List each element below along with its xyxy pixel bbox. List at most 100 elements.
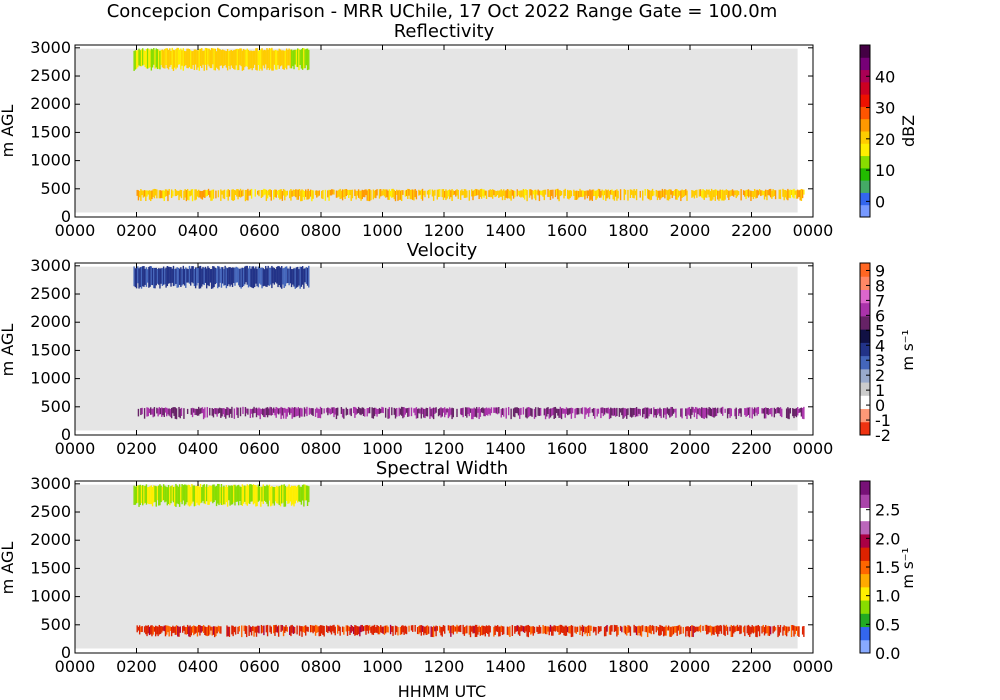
echo-column (386, 625, 388, 633)
echo-column (163, 190, 165, 202)
colorbar-label: dBZ (899, 115, 918, 147)
echo-column (367, 408, 370, 414)
echo-column (308, 407, 311, 415)
echo-column (287, 407, 290, 413)
echo-column (172, 625, 174, 634)
echo-column (352, 406, 355, 414)
colorbar-tick-label: 2.0 (875, 529, 900, 548)
echo-column (174, 268, 176, 286)
echo-column (729, 626, 731, 632)
echo-column (739, 625, 741, 635)
echo-column (649, 190, 651, 201)
echo-column (139, 50, 141, 67)
echo-column (282, 268, 284, 285)
echo-column (218, 407, 221, 414)
echo-column (589, 625, 591, 636)
echo-column (158, 190, 161, 199)
echo-column (288, 268, 290, 286)
echo-column (505, 407, 507, 419)
echo-column (532, 626, 534, 636)
echo-column (714, 407, 716, 417)
echo-column (694, 626, 697, 633)
echo-column (462, 191, 464, 196)
echo-column (303, 190, 306, 200)
echo-column (598, 189, 601, 198)
echo-column (218, 484, 220, 506)
echo-column (206, 407, 209, 418)
echo-column (343, 626, 345, 635)
echo-column (792, 408, 794, 417)
echo-column (571, 625, 574, 637)
echo-column (528, 625, 531, 633)
echo-column (262, 50, 264, 66)
echo-column (667, 408, 670, 416)
echo-column (197, 50, 199, 68)
echo-column (207, 266, 209, 286)
colorbar-segment (860, 167, 870, 181)
echo-column (249, 484, 251, 504)
echo-column (420, 407, 423, 419)
echo-column (183, 484, 186, 506)
echo-column (364, 625, 366, 631)
echo-column (432, 407, 435, 420)
echo-column (200, 625, 202, 633)
echo-column (650, 408, 653, 415)
echo-column (175, 625, 178, 635)
echo-column (614, 625, 617, 632)
echo-column (717, 625, 719, 637)
colorbar-segment (860, 57, 870, 71)
echo-column (464, 626, 467, 634)
echo-column (185, 267, 187, 288)
echo-column (160, 49, 162, 66)
echo-column (300, 626, 302, 632)
echo-column (619, 189, 622, 201)
x-tick-label: 0000 (55, 657, 96, 676)
echo-column (587, 625, 590, 634)
echo-column (256, 268, 258, 287)
echo-column (725, 189, 728, 195)
echo-column (398, 407, 400, 417)
echo-column (303, 484, 305, 507)
echo-column (480, 625, 483, 635)
echo-column (223, 408, 226, 417)
echo-column (761, 408, 763, 414)
echo-column (159, 408, 162, 415)
echo-column (704, 190, 707, 198)
echo-column (290, 408, 292, 414)
echo-column (650, 190, 653, 200)
echo-column (517, 625, 520, 635)
echo-column (261, 625, 264, 633)
echo-column (329, 408, 332, 415)
echo-column (146, 487, 149, 504)
echo-column (574, 626, 576, 633)
echo-column (174, 50, 176, 68)
echo-column (138, 485, 140, 507)
echo-column (585, 627, 587, 633)
echo-column (348, 190, 350, 199)
echo-column (627, 408, 629, 416)
echo-column (779, 189, 782, 200)
echo-column (734, 190, 736, 195)
echo-column (472, 625, 474, 634)
echo-column (139, 484, 141, 506)
colorbar-segment (860, 106, 870, 120)
echo-column (200, 407, 202, 414)
echo-column (569, 407, 571, 414)
echo-column (785, 626, 788, 637)
echo-column (292, 626, 295, 634)
echo-column (360, 190, 362, 201)
echo-column (269, 48, 272, 69)
echo-column (773, 190, 776, 196)
echo-column (292, 486, 294, 505)
colorbar-segment (860, 81, 870, 95)
colorbar-segment (860, 45, 870, 58)
echo-column (742, 626, 745, 633)
echo-column (150, 407, 152, 415)
colorbar-segment (860, 342, 870, 357)
echo-column (192, 50, 194, 66)
echo-column (226, 268, 229, 287)
echo-column (215, 485, 218, 507)
echo-column (209, 50, 212, 69)
echo-column (242, 485, 245, 504)
y-tick-label: 2500 (30, 502, 71, 521)
